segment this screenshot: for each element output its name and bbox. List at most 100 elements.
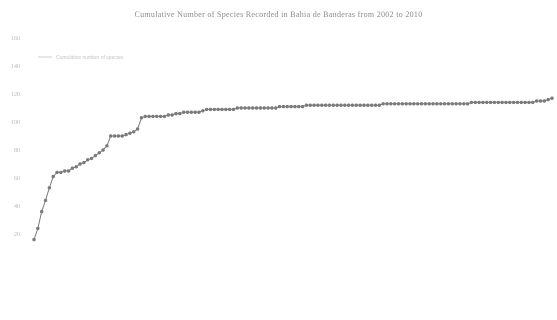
data-point (162, 114, 167, 119)
data-point (220, 107, 224, 112)
data-point (385, 102, 389, 106)
data-point (277, 104, 282, 109)
y-tick-label: 100 (11, 120, 20, 126)
data-point (408, 102, 412, 106)
data-point (36, 226, 40, 231)
data-point (346, 103, 351, 107)
data-point (166, 113, 170, 117)
data-point (531, 100, 535, 105)
data-point (297, 104, 301, 109)
data-point (469, 100, 474, 105)
data-point (366, 103, 370, 107)
data-point (538, 99, 543, 103)
data-point (435, 102, 439, 106)
data-point (139, 116, 144, 120)
data-point (465, 102, 470, 106)
data-point (488, 100, 493, 105)
data-point (416, 102, 420, 106)
data-point (227, 107, 232, 112)
data-point (55, 170, 59, 175)
data-point (62, 169, 67, 173)
data-point (496, 100, 500, 105)
data-point (419, 102, 424, 106)
data-point (128, 131, 132, 135)
data-point (32, 237, 36, 242)
data-point (235, 106, 240, 110)
data-point (151, 114, 155, 119)
y-tick-label: 160 (11, 36, 20, 42)
data-point (266, 106, 270, 110)
data-point (442, 102, 447, 106)
data-point (289, 104, 293, 109)
data-point (504, 100, 508, 105)
data-point (101, 148, 105, 152)
data-point (500, 100, 504, 105)
data-point (189, 110, 194, 114)
data-point (373, 103, 378, 107)
data-point (43, 198, 48, 203)
data-point (431, 102, 435, 106)
data-point (116, 134, 121, 138)
data-point (197, 110, 201, 114)
y-tick-label: 40 (14, 204, 20, 210)
data-point (308, 103, 312, 107)
series-line (33, 97, 553, 240)
data-point (396, 102, 401, 106)
data-point (542, 99, 547, 103)
data-point (86, 158, 90, 162)
data-point (201, 109, 205, 113)
data-point (320, 103, 324, 107)
data-point (231, 107, 236, 112)
data-point (39, 209, 44, 214)
data-point (439, 102, 443, 106)
data-point (109, 134, 113, 138)
chart-title: Cumulative Number of Species Recorded in… (134, 10, 423, 19)
y-tick-label: 20 (14, 232, 20, 238)
data-point (185, 110, 190, 114)
data-point (293, 104, 297, 109)
data-point (135, 127, 140, 131)
data-point (251, 106, 255, 110)
data-point (377, 103, 382, 107)
data-point (262, 106, 266, 110)
data-point (93, 153, 98, 158)
data-point (316, 103, 320, 107)
data-point (369, 103, 374, 107)
data-point (224, 107, 228, 112)
data-point (477, 100, 481, 105)
data-point (362, 103, 366, 107)
data-point (392, 102, 397, 106)
data-point (534, 99, 539, 103)
y-tick-label: 60 (14, 176, 20, 182)
data-point (335, 103, 339, 107)
data-point (216, 107, 220, 112)
data-point (239, 106, 243, 110)
data-point (270, 106, 274, 110)
data-point (527, 100, 531, 105)
data-point (193, 110, 197, 114)
data-point (323, 103, 328, 107)
data-point (59, 170, 63, 175)
data-point (247, 106, 251, 110)
data-point (120, 134, 124, 138)
data-point (281, 104, 286, 109)
data-point (258, 106, 263, 110)
data-point (404, 102, 408, 106)
data-point (285, 104, 289, 109)
y-tick-label: 80 (14, 148, 20, 154)
data-point (82, 160, 86, 165)
data-point (492, 100, 497, 105)
data-series (32, 96, 554, 242)
data-point (74, 165, 78, 169)
y-tick-label: 140 (11, 64, 20, 70)
data-point (446, 102, 451, 106)
data-point (508, 100, 512, 105)
data-point (454, 102, 458, 106)
data-point (254, 106, 259, 110)
data-point (473, 100, 477, 105)
data-point (511, 100, 516, 105)
data-point (519, 100, 523, 105)
data-point (327, 103, 332, 107)
data-point (304, 103, 309, 107)
data-point (481, 100, 485, 105)
